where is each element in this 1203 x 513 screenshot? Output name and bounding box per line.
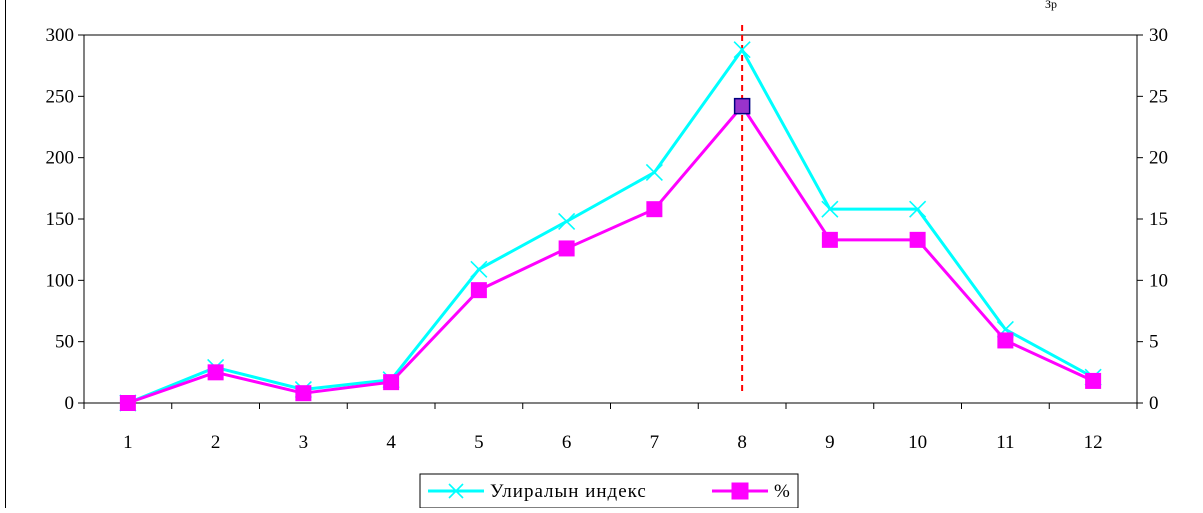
- x-tick-label: 4: [386, 432, 396, 453]
- x-tick-label: 3: [299, 432, 309, 453]
- series-2-point: [470, 282, 487, 299]
- right-tick-label: 0: [1149, 393, 1159, 414]
- corner-text: Зр: [1045, 0, 1057, 11]
- legend: Улиралын индекс%: [419, 473, 799, 509]
- left-axis: 0 50 100 150 200 250 300: [46, 25, 84, 414]
- series-2-point: [997, 332, 1014, 349]
- series-2-point: [119, 395, 136, 411]
- series-1-marker-stroke: [821, 200, 839, 218]
- series-1-marker-stroke: [645, 163, 663, 181]
- series-2-point: [1085, 372, 1102, 389]
- right-tick-label: 10: [1149, 270, 1168, 291]
- x-tick-label: 9: [825, 432, 835, 453]
- x-tick-label: 2: [211, 432, 221, 453]
- series-1-marker-stroke: [558, 212, 576, 231]
- series-2-point: [909, 231, 926, 248]
- left-tick-label: 100: [46, 270, 75, 291]
- series-1-marker-stroke: [733, 41, 751, 59]
- series-1-point: [470, 260, 488, 278]
- left-tick-label: 0: [65, 393, 75, 414]
- series-2-point: [558, 240, 575, 257]
- series-2-point: [646, 201, 663, 218]
- right-tick-label: 25: [1149, 86, 1168, 107]
- series-2-point: [295, 385, 312, 402]
- right-tick-label: 15: [1149, 209, 1168, 230]
- left-tick-label: 150: [46, 209, 75, 230]
- x-tick-label: 11: [996, 432, 1014, 453]
- series-layer: [119, 41, 1102, 412]
- x-tick-label: 6: [562, 432, 572, 453]
- x-tick-label: 8: [737, 432, 747, 453]
- series-2-point: [207, 364, 224, 381]
- left-tick-label: 250: [46, 86, 75, 107]
- series-line-1: [127, 48, 1094, 405]
- right-tick-label: 5: [1149, 332, 1159, 353]
- series-2-point: [733, 97, 751, 115]
- x-tick-label: 12: [1084, 432, 1103, 453]
- series-1-point: [558, 212, 576, 231]
- series-1-marker-stroke: [909, 200, 927, 218]
- x-tick-label: 5: [474, 432, 484, 453]
- series-1-marker-stroke: [470, 260, 488, 278]
- right-tick-label: 30: [1149, 25, 1168, 46]
- legend-label: %: [774, 481, 791, 502]
- series-line-2: [127, 104, 1094, 405]
- left-tick-label: 200: [46, 148, 75, 169]
- series-1-point: [733, 41, 751, 59]
- series-1-point: [645, 163, 663, 181]
- left-tick-label: 300: [46, 25, 75, 46]
- x-tick-label: 1: [123, 432, 133, 453]
- x-tick-label: 10: [908, 432, 927, 453]
- right-axis: 0 5 10 15 20 25 30: [1137, 25, 1168, 414]
- series-2-point: [383, 374, 400, 391]
- left-tick-label: 50: [55, 332, 74, 353]
- series-2-point: [821, 231, 838, 248]
- legend-label: Улиралын индекс: [490, 481, 647, 502]
- series-1-point: [821, 200, 839, 218]
- series-1-point: [909, 200, 927, 218]
- x-axis: 1 2 3 4 5 6 7 8 9 10 11 12: [83, 403, 1138, 453]
- legend-items: Улиралын индекс%: [428, 481, 791, 502]
- legend-swatch-marker: [448, 483, 464, 499]
- legend-swatch-marker: [731, 482, 749, 500]
- right-tick-label: 20: [1149, 148, 1168, 169]
- x-tick-label: 7: [650, 432, 660, 453]
